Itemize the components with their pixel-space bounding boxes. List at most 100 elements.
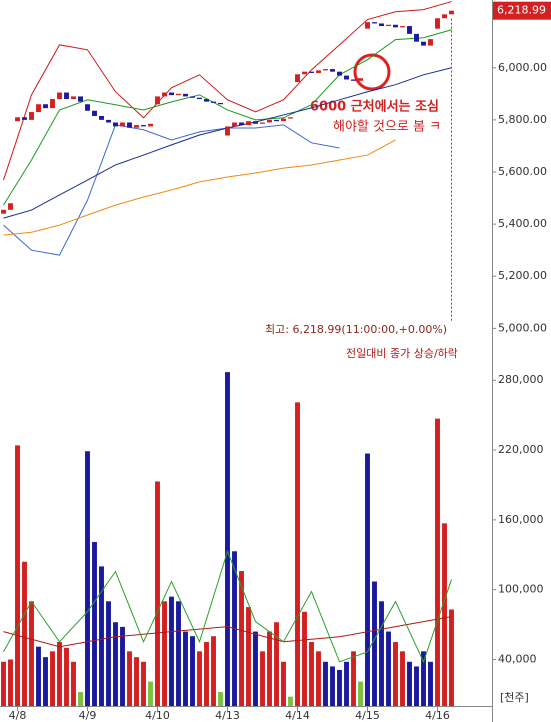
- candle-body: [323, 69, 328, 71]
- candle-body: [288, 117, 293, 119]
- volume-bar: [15, 445, 20, 706]
- volume-bar: [372, 581, 377, 706]
- candle-body: [169, 92, 174, 96]
- candle-body: [8, 203, 13, 210]
- volume-bar: [274, 622, 279, 706]
- candle-body: [393, 24, 398, 28]
- volume-bar: [239, 571, 244, 706]
- candle-body: [316, 70, 321, 73]
- volume-bar: [379, 601, 384, 706]
- volume-bar: [211, 636, 216, 706]
- volume-bar: [190, 636, 195, 706]
- overlay-line: [3, 1, 452, 181]
- overlay-line: [3, 124, 340, 256]
- candle-body: [15, 117, 20, 122]
- volume-bar: [155, 481, 160, 706]
- volume-bar: [309, 642, 314, 706]
- volume-bar: [302, 611, 307, 706]
- candle-body: [435, 18, 440, 29]
- candle-body: [113, 122, 118, 127]
- price-tag: [493, 1, 551, 20]
- y-tick-label: 280,000: [498, 373, 544, 386]
- volume-bar: [428, 661, 433, 706]
- volume-bar: [134, 657, 139, 706]
- candle-body: [1, 209, 6, 214]
- candle-body: [57, 92, 62, 100]
- x-tick-label: 4/10: [145, 709, 170, 722]
- candle-body: [281, 118, 286, 122]
- x-tick-label: 4/8: [9, 709, 27, 722]
- annotation: 해야할 것으로 봄 ㅋ: [333, 120, 441, 135]
- candle-body: [239, 122, 244, 126]
- volume-bar: [260, 651, 265, 706]
- volume-bar: [400, 651, 405, 706]
- candle-body: [204, 99, 209, 102]
- x-tick-label: 4/14: [285, 709, 310, 722]
- volume-bar: [414, 666, 419, 706]
- candle-body: [344, 75, 349, 80]
- volume-bar: [407, 661, 412, 706]
- candle-body: [400, 26, 405, 28]
- volume-bar: [218, 692, 223, 706]
- volume-bar: [43, 657, 48, 706]
- candle-body: [428, 39, 433, 46]
- y-tick-label: 5,200.00: [498, 269, 547, 282]
- volume-unit: [천주]: [500, 690, 529, 704]
- y-tick-label: 5,800.00: [498, 113, 547, 126]
- annotation: 6000 근처에서는 조심: [310, 99, 439, 115]
- volume-bar: [337, 669, 342, 706]
- y-tick-label: 5,000.00: [498, 321, 547, 334]
- candle-body: [43, 104, 48, 109]
- candle-body: [190, 96, 195, 98]
- volume-bar: [36, 646, 41, 706]
- volume-bar: [344, 661, 349, 706]
- volume-bar: [99, 566, 104, 706]
- candle-body: [183, 93, 188, 97]
- candle-body: [36, 104, 41, 113]
- volume-bar: [29, 601, 34, 706]
- volume-bar: [120, 626, 125, 706]
- candle-body: [176, 93, 181, 96]
- candle-body: [302, 71, 307, 75]
- volume-bar: [351, 651, 356, 706]
- y-tick-label: 5,400.00: [498, 217, 547, 230]
- candle-body: [246, 121, 251, 126]
- volume-bar: [442, 523, 447, 706]
- volume-bar: [64, 647, 69, 706]
- volume-bar: [435, 418, 440, 706]
- volume-bar: [148, 681, 153, 706]
- candle-body: [92, 110, 97, 116]
- volume-bar: [225, 372, 230, 706]
- candle-body: [253, 121, 258, 124]
- candle-body: [407, 26, 412, 34]
- candle-body: [442, 14, 447, 19]
- highlight-circle: [353, 53, 391, 91]
- volume-bar: [204, 642, 209, 706]
- y-tick-label: 160,000: [498, 513, 544, 526]
- volume-bar: [365, 453, 370, 706]
- candle-body: [155, 96, 160, 105]
- candle-body: [330, 69, 335, 72]
- volume-bar: [358, 681, 363, 706]
- candle-body: [295, 74, 300, 83]
- price-tag-label: 6,218.99: [497, 4, 546, 17]
- candle-body: [106, 119, 111, 123]
- volume-bar: [92, 541, 97, 706]
- volume-bar: [323, 661, 328, 706]
- volume-bar: [316, 651, 321, 706]
- candle-body: [29, 112, 34, 120]
- candle-body: [78, 96, 83, 102]
- volume-bar: [78, 692, 83, 706]
- candle-body: [309, 71, 314, 73]
- candle-body: [85, 104, 90, 111]
- candle-body: [134, 125, 139, 128]
- candle-body: [449, 10, 454, 15]
- volume-bar: [253, 631, 258, 706]
- x-tick-label: 4/9: [79, 709, 97, 722]
- y-tick-label: 220,000: [498, 443, 544, 456]
- volume-bar: [113, 622, 118, 706]
- candle-body: [50, 99, 55, 109]
- candle-body: [218, 102, 223, 105]
- candle-body: [414, 33, 419, 42]
